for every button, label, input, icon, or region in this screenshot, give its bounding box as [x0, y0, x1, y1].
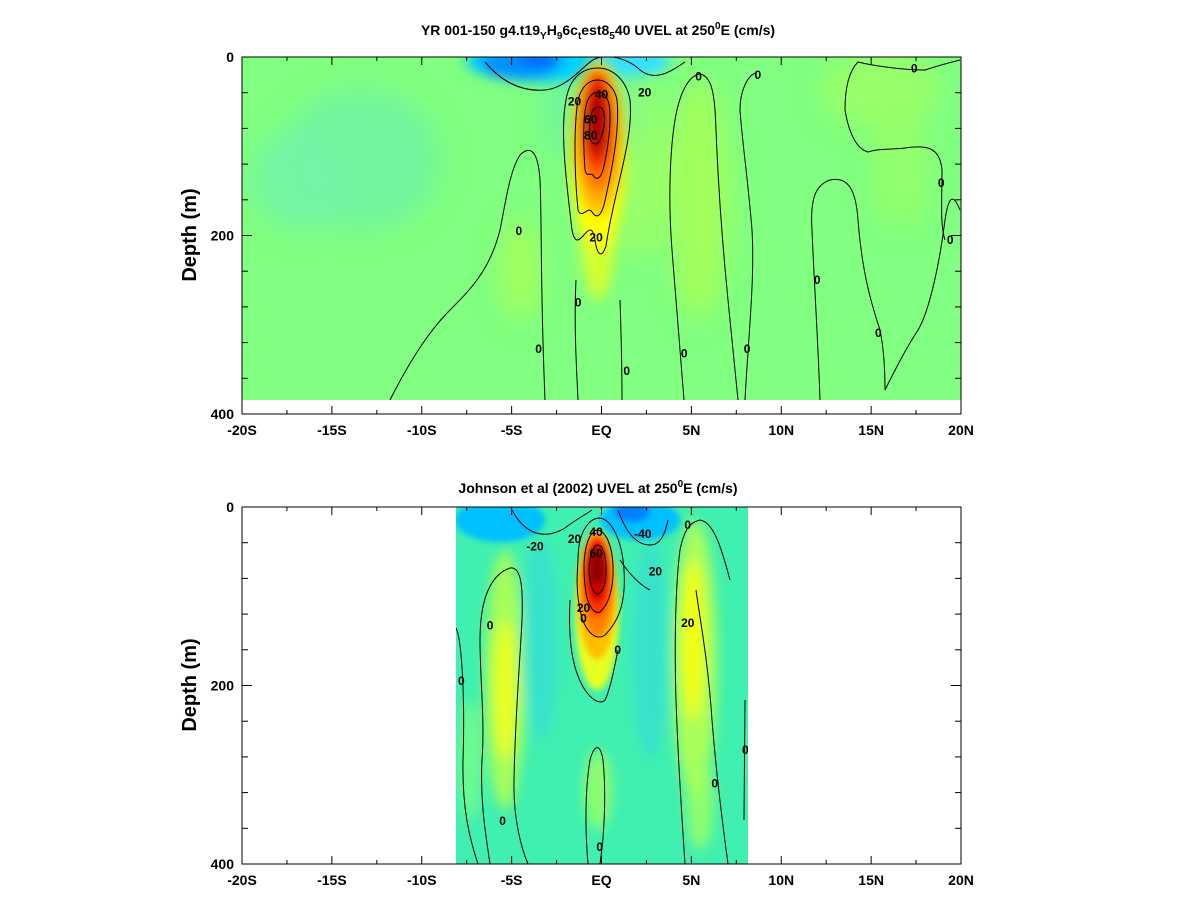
bottom-contour-label: 60 — [589, 546, 603, 560]
bottom-xtick-label: -15S — [317, 872, 347, 888]
bottom-contour-label: 0 — [580, 612, 587, 626]
top-xtick-label: -5S — [501, 422, 523, 438]
bottom-contour-label: 0 — [458, 674, 465, 688]
bottom-xtick-label: 10N — [768, 872, 794, 888]
top-xtick-label: 5N — [682, 422, 700, 438]
top-contour-label: 40 — [595, 87, 609, 101]
bottom-contour-label: 40 — [589, 525, 603, 539]
bottom-panel-title: Johnson et al (2002) UVEL at 2500E (cm/s… — [458, 479, 737, 496]
bottom-xtick-label: 20N — [948, 872, 974, 888]
bottom-contour-label: 0 — [684, 518, 691, 532]
bottom-xtick-label: 15N — [858, 872, 884, 888]
bottom-contour-label: 0 — [596, 840, 603, 854]
top-contour-label: 20 — [638, 86, 652, 100]
top-contour-label: 0 — [938, 176, 945, 190]
bottom-contour-label: 20 — [681, 616, 695, 630]
top-xtick-label: -15S — [317, 422, 347, 438]
bottom-contour-label: 0 — [711, 777, 718, 791]
bottom-contours — [456, 509, 746, 864]
bottom-ylabel: Depth (m) — [179, 638, 201, 731]
top-panel: YR 001-150 g4.t19YH96ctest8540 UVEL at 2… — [179, 21, 974, 438]
bottom-surface-westward — [456, 507, 680, 542]
top-contour-label: 0 — [681, 346, 688, 360]
bottom-ytick-label: 400 — [211, 856, 235, 872]
top-xtick-label: 15N — [858, 422, 884, 438]
bottom-contour-label: 0 — [742, 743, 749, 757]
bottom-contour-label: 0 — [614, 643, 621, 657]
top-contour-label: 0 — [695, 70, 702, 84]
top-contour-label: 0 — [575, 295, 582, 309]
top-contour-label: 20 — [568, 95, 582, 109]
top-contour-label: 0 — [623, 364, 630, 378]
bottom-undercurrent-core — [575, 530, 619, 690]
bottom-ytick-label: 200 — [211, 678, 235, 694]
top-xtick-label: -10S — [407, 422, 437, 438]
bottom-contour-label: 20 — [568, 532, 582, 546]
top-panel-title: YR 001-150 g4.t19YH96ctest8540 UVEL at 2… — [421, 21, 775, 42]
top-contour-label: 0 — [875, 326, 882, 340]
bottom-xtick-label: -5S — [501, 872, 523, 888]
top-surface-westward — [465, 57, 670, 82]
top-contour-label: 0 — [755, 68, 762, 82]
bottom-contour-label: 20 — [577, 601, 591, 615]
bottom-xtick-label: -10S — [407, 872, 437, 888]
top-ytick-label: 400 — [211, 406, 235, 422]
top-contour-label: 0 — [535, 342, 542, 356]
top-contour-label: 0 — [911, 62, 918, 76]
bottom-contour-label: 0 — [487, 619, 494, 633]
top-contour-label: 0 — [947, 233, 954, 247]
top-xtick-label: 20N — [948, 422, 974, 438]
top-xtick-label: -20S — [227, 422, 257, 438]
top-contour-label: 0 — [515, 224, 522, 238]
top-contour-label: 80 — [584, 129, 598, 143]
top-contour-label: 60 — [584, 112, 598, 126]
bottom-contour-label: -20 — [526, 539, 544, 553]
bottom-contour-label: 0 — [499, 814, 506, 828]
bottom-ytick-label: 0 — [226, 499, 234, 515]
bottom-panel: Johnson et al (2002) UVEL at 2500E (cm/s… — [179, 479, 974, 888]
bottom-xtick-label: 5N — [682, 872, 700, 888]
bottom-xtick-label: EQ — [591, 872, 611, 888]
top-contour-label: 0 — [744, 342, 751, 356]
top-ylabel: Depth (m) — [179, 188, 201, 281]
bottom-contour-label: -40 — [634, 527, 652, 541]
top-ytick-label: 200 — [211, 228, 235, 244]
top-contours — [389, 57, 961, 400]
top-xtick-label: EQ — [591, 422, 611, 438]
top-ytick-label: 0 — [226, 49, 234, 65]
top-contour-label: 20 — [589, 230, 603, 244]
bottom-contour-label: 20 — [649, 564, 663, 578]
top-xtick-label: 10N — [768, 422, 794, 438]
top-contour-label: 0 — [814, 273, 821, 287]
bottom-xtick-label: -20S — [227, 872, 257, 888]
